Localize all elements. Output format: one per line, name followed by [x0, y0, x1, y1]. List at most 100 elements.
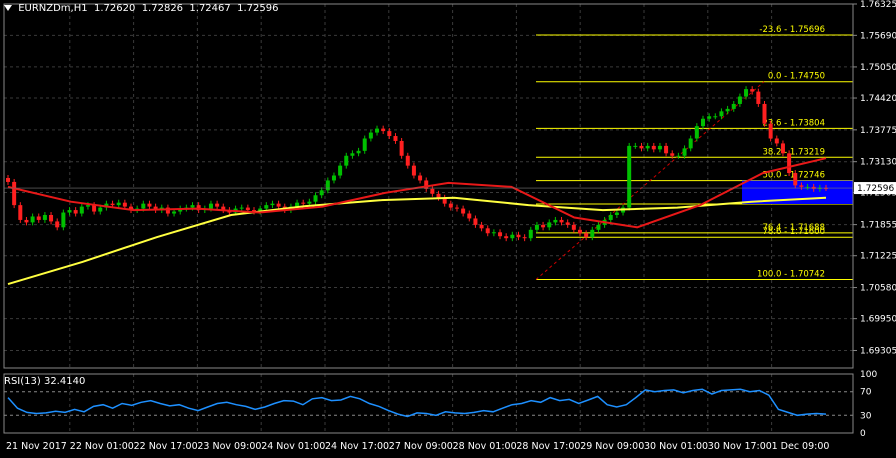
candle-body — [528, 229, 533, 239]
candle-body — [129, 206, 134, 211]
candle-body — [774, 138, 779, 144]
candle-body — [122, 202, 127, 207]
candle-body — [79, 206, 84, 214]
candle-body — [67, 210, 72, 213]
x-tick-label: 23 Nov 09:00 — [197, 441, 261, 452]
candle-body — [110, 203, 115, 206]
candle-body — [350, 153, 355, 156]
y-tick-label: 1.73775 — [860, 126, 896, 136]
candle-body — [98, 207, 103, 212]
candle-body — [430, 188, 435, 194]
fibo-level-label: -23.6 - 1.75696 — [759, 25, 825, 35]
y-tick-label: 1.71855 — [860, 221, 896, 231]
candle-body — [670, 153, 675, 156]
y-tick-label: 1.76325 — [860, 0, 896, 10]
fibo-level-label: 78.6 - 1.71600 — [762, 227, 825, 237]
candle-body — [731, 103, 736, 109]
x-tick-label: 22 Nov 17:00 — [134, 441, 198, 452]
candle-body — [418, 175, 423, 181]
candle-body — [30, 216, 35, 223]
candle-body — [325, 180, 330, 191]
candle-body — [295, 202, 300, 207]
candlesticks — [6, 86, 828, 242]
candle-body — [516, 234, 521, 238]
x-tick-label: 24 Nov 17:00 — [325, 441, 389, 452]
fibo-level-label: 76.4 - 1.71688 — [762, 223, 825, 233]
candle-body — [694, 126, 699, 139]
high-value: 1.72826 — [141, 3, 184, 14]
x-tick-label: 22 Nov 01:00 — [70, 441, 134, 452]
candle-body — [768, 123, 773, 139]
rsi-y-tick-label: 70 — [860, 388, 872, 398]
chart-grid — [4, 4, 853, 433]
candle-body — [116, 202, 121, 206]
candle-body — [368, 132, 373, 139]
candle-body — [805, 186, 810, 188]
candle-body — [141, 203, 146, 209]
candle-body — [534, 224, 539, 230]
candle-body — [61, 212, 66, 228]
candle-body — [411, 165, 416, 176]
candle-body — [252, 210, 257, 212]
y-tick-label: 1.71225 — [860, 252, 896, 262]
rsi-line — [7, 388, 827, 418]
fibonacci-retracement: -23.6 - 1.75696 0.0 - 1.74750 23.6 - 1.738… — [535, 25, 853, 281]
candle-body — [682, 148, 687, 156]
candle-body — [577, 229, 582, 234]
candle-body — [473, 218, 478, 225]
y-tick-label: 1.74420 — [860, 94, 896, 104]
candle-body — [657, 145, 662, 150]
candle-body — [744, 89, 749, 97]
candle-body — [504, 236, 509, 239]
open-value: 1.72620 — [93, 3, 136, 14]
dropdown-triangle-icon[interactable] — [4, 5, 12, 11]
rsi-frame — [3, 373, 854, 434]
candle-body — [375, 128, 380, 133]
candle-body — [387, 131, 392, 137]
candle-body — [172, 211, 177, 214]
candle-body — [448, 203, 453, 208]
candle-body — [424, 180, 429, 189]
close-value: 1.72596 — [237, 3, 279, 14]
rsi-y-tick-label: 30 — [860, 411, 872, 421]
candle-body — [245, 207, 250, 211]
candle-body — [85, 205, 90, 207]
candle-body — [725, 108, 730, 112]
candle-body — [824, 187, 828, 189]
current-price-tag — [854, 182, 896, 195]
candle-body — [645, 145, 650, 149]
moving-averages — [7, 157, 827, 286]
candle-body — [479, 224, 484, 229]
candle-body — [571, 224, 576, 230]
axes: 21 Nov 2017 22 Nov 01:00 22 Nov 17:00 23 No… — [3, 0, 896, 452]
candle-body — [381, 128, 386, 132]
x-tick-label: 28 Nov 01:00 — [453, 441, 517, 452]
candle-body — [208, 203, 213, 209]
fibo-level-label: 100.0 - 1.70742 — [757, 270, 825, 280]
candle-body — [153, 206, 158, 211]
candle-body — [651, 145, 656, 150]
candle-body — [461, 208, 466, 214]
candle-body — [799, 185, 804, 187]
candle-body — [627, 145, 632, 208]
candle-body — [258, 208, 263, 212]
candle-body — [313, 195, 318, 202]
candle-body — [614, 212, 619, 215]
candle-body — [707, 116, 712, 119]
candle-body — [565, 222, 570, 225]
candle-body — [147, 203, 152, 207]
candle-body — [700, 118, 705, 127]
candle-body — [590, 229, 595, 238]
candle-body — [608, 214, 613, 220]
candle-body — [405, 155, 410, 166]
x-tick-label: 21 Nov 2017 — [6, 441, 67, 452]
candle-body — [264, 205, 269, 209]
candle-body — [55, 221, 60, 228]
candle-body — [36, 216, 41, 220]
candle-body — [344, 155, 349, 166]
candle-body — [178, 208, 183, 212]
candle-body — [215, 203, 220, 207]
candle-body — [42, 214, 47, 220]
candle-body — [553, 219, 558, 223]
candle-body — [664, 145, 669, 154]
